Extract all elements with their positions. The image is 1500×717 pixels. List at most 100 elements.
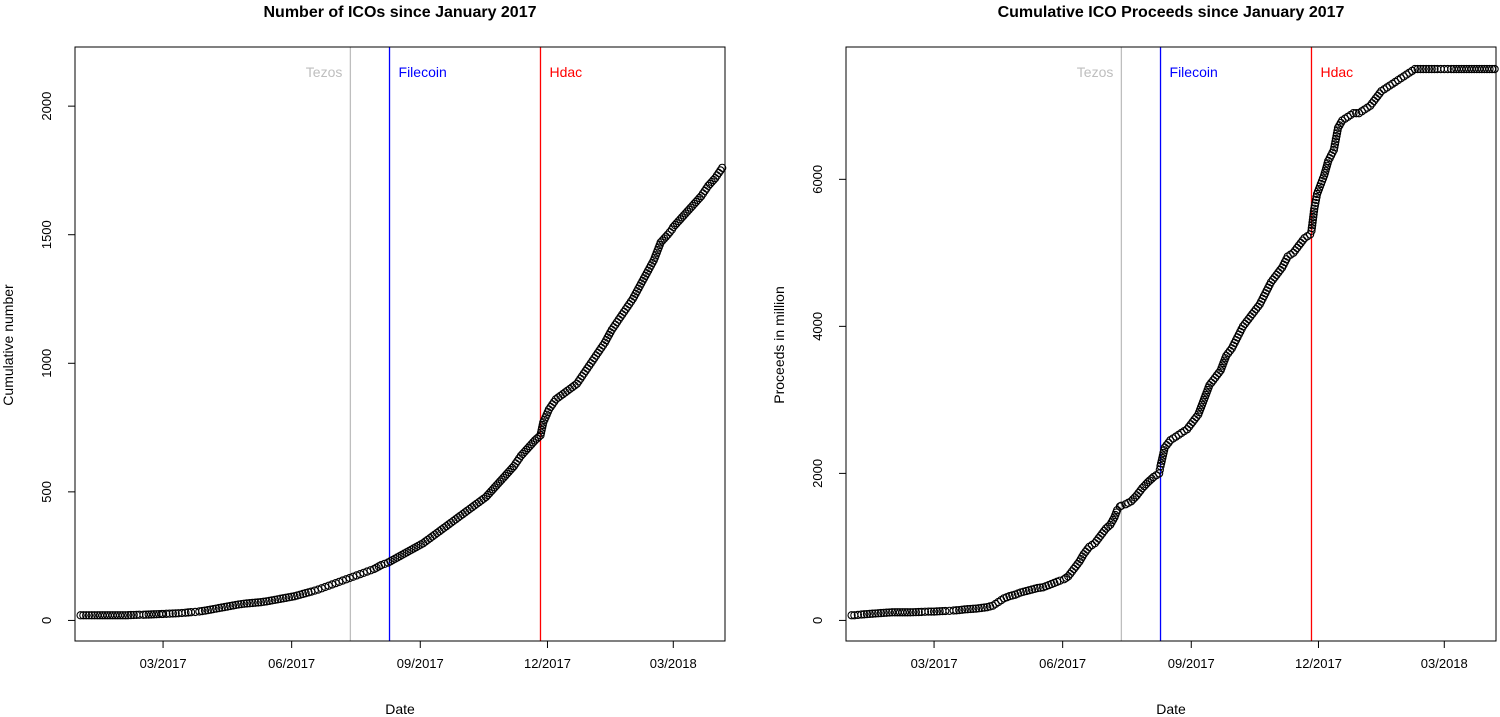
data-point: [123, 611, 133, 620]
marker-label-hdac: Hdac: [1320, 64, 1353, 80]
chart-ico-proceeds: Cumulative ICO Proceeds since January 20…: [771, 4, 1499, 717]
data-point: [1117, 501, 1126, 510]
data-point: [287, 592, 296, 601]
chart-title: Cumulative ICO Proceeds since January 20…: [998, 4, 1345, 21]
data-point: [860, 610, 869, 619]
x-tick-label: 09/2017: [1168, 656, 1215, 671]
data-point: [203, 605, 212, 615]
data-point: [331, 578, 340, 588]
chart-title: Number of ICOs since January 2017: [264, 4, 537, 21]
data-point: [876, 608, 886, 618]
data-point: [256, 598, 266, 607]
data-point: [1490, 64, 1499, 74]
data-point: [1419, 64, 1428, 74]
data-point: [121, 611, 130, 620]
data-point: [149, 610, 159, 619]
chart-ico-count: Number of ICOs since January 2017 03/201…: [0, 4, 727, 717]
data-point: [908, 608, 918, 617]
data-point: [1309, 212, 1318, 222]
data-point: [317, 584, 326, 593]
data-point: [1298, 236, 1307, 245]
data-point: [1410, 64, 1420, 74]
marker-label-tezos: Tezos: [306, 64, 343, 80]
data-point: [376, 560, 386, 570]
data-point: [1036, 583, 1045, 592]
data-point: [267, 596, 277, 605]
data-point: [847, 611, 856, 620]
data-point: [1059, 575, 1069, 584]
data-point: [279, 594, 288, 603]
data-point: [90, 611, 99, 620]
y-tick-label: 0: [39, 617, 54, 624]
data-point: [147, 610, 156, 619]
data-point: [1308, 218, 1317, 227]
x-axis: 03/2017 06/2017 09/2017 12/2017 03/2018: [911, 641, 1468, 671]
data-point: [349, 572, 358, 581]
x-tick-label: 03/2017: [140, 656, 187, 671]
data-point: [952, 606, 961, 615]
data-point: [324, 581, 333, 590]
data-point: [356, 569, 365, 579]
data-point: [971, 604, 981, 613]
data-point: [718, 163, 727, 173]
data-point: [116, 611, 125, 620]
data-point: [363, 567, 372, 576]
event-markers: Tezos Filecoin Hdac: [306, 47, 582, 641]
data-point: [874, 609, 883, 618]
data-point: [328, 580, 337, 589]
data-point: [79, 611, 88, 620]
x-tick-label: 03/2018: [650, 656, 697, 671]
data-point: [911, 607, 921, 617]
data-point: [871, 609, 880, 618]
data-point: [957, 605, 967, 614]
data-point: [237, 599, 246, 609]
data-point: [228, 601, 238, 610]
data-point: [920, 607, 930, 616]
data-point: [338, 576, 347, 585]
data-point: [144, 610, 153, 619]
data-point: [231, 600, 240, 610]
data-points: [847, 64, 1499, 620]
data-point: [171, 609, 180, 618]
data-point: [1308, 221, 1317, 230]
data-point: [885, 608, 894, 617]
data-point: [198, 606, 207, 616]
data-point: [955, 605, 964, 615]
data-point: [314, 585, 323, 594]
data-point: [935, 607, 944, 616]
data-point: [162, 609, 171, 618]
data-point: [276, 594, 285, 603]
data-point: [960, 605, 969, 614]
data-point: [168, 609, 177, 618]
data-point: [1430, 64, 1439, 74]
marker-label-hdac: Hdac: [549, 64, 582, 80]
data-point: [977, 603, 986, 613]
data-point: [932, 607, 942, 616]
data-point: [663, 230, 672, 239]
data-point: [969, 604, 978, 613]
data-point: [1310, 204, 1319, 213]
plot-frame: [845, 46, 1497, 642]
data-point: [126, 610, 136, 620]
data-point: [1421, 64, 1431, 74]
data-point: [1311, 195, 1321, 205]
data-points: [76, 163, 727, 620]
data-point: [914, 607, 923, 617]
data-point: [352, 571, 361, 580]
data-point: [857, 610, 866, 619]
x-tick-label: 12/2017: [1295, 656, 1342, 671]
event-markers: Tezos Filecoin Hdac: [1077, 47, 1353, 641]
data-point: [534, 432, 543, 442]
data-point: [1083, 545, 1092, 554]
plot-frame: [74, 46, 726, 642]
data-point: [217, 603, 226, 612]
y-axis: 0 500 1000 1500 2000: [39, 92, 75, 624]
data-point: [181, 608, 190, 617]
data-point: [342, 575, 351, 584]
x-tick-label: 03/2017: [911, 656, 958, 671]
data-point: [887, 608, 897, 617]
data-point: [1352, 109, 1361, 118]
data-point: [1413, 64, 1422, 74]
data-point: [927, 607, 936, 616]
